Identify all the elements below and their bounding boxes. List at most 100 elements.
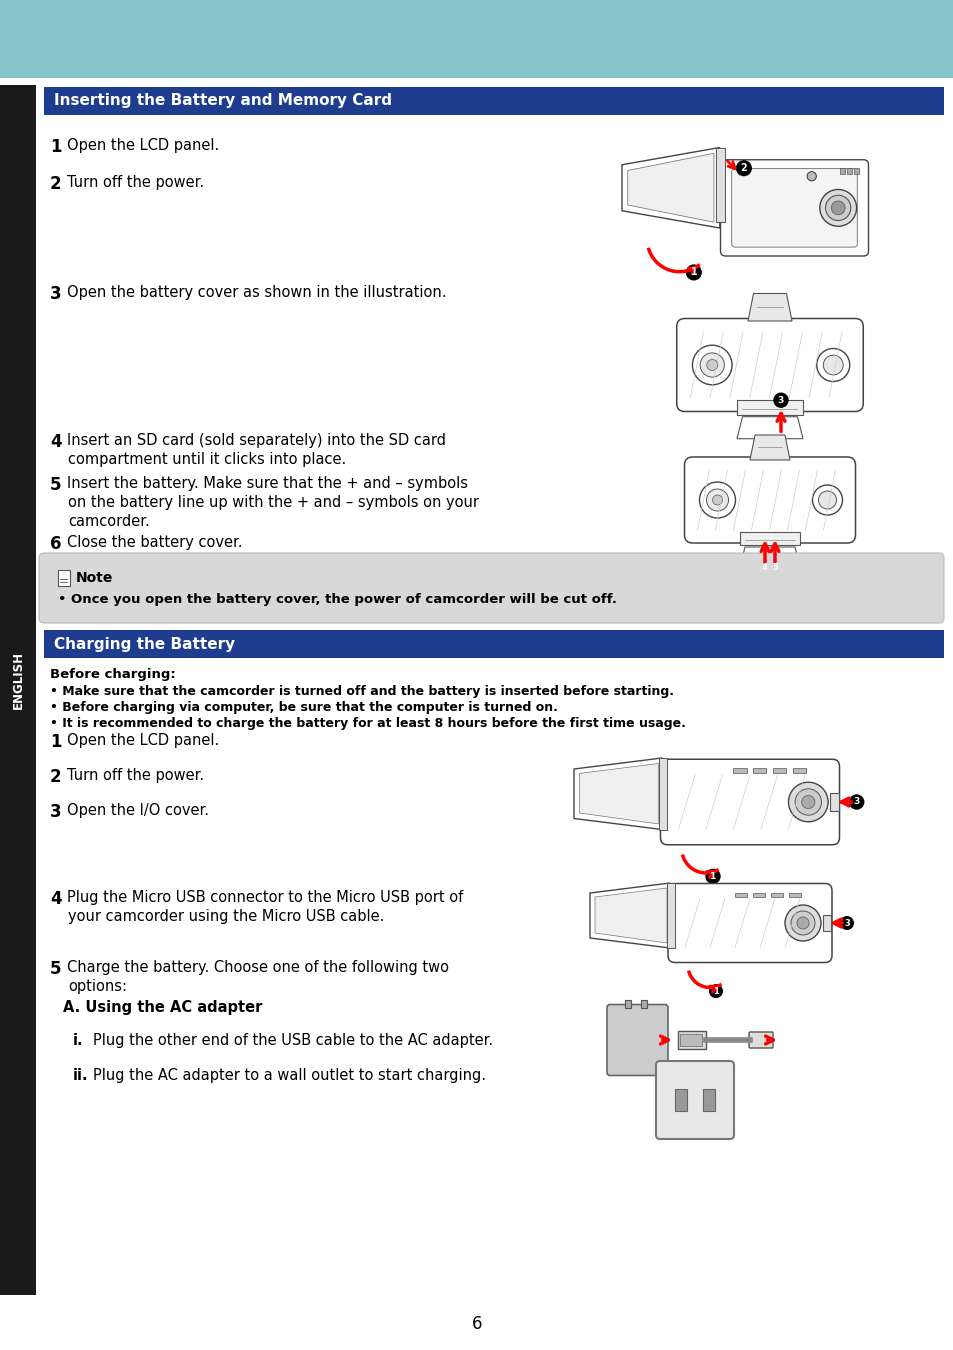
Bar bbox=[788, 892, 801, 896]
Circle shape bbox=[699, 482, 735, 518]
Bar bbox=[752, 892, 764, 896]
Text: your camcorder using the Micro USB cable.: your camcorder using the Micro USB cable… bbox=[68, 909, 384, 923]
FancyBboxPatch shape bbox=[659, 759, 839, 845]
Bar bbox=[829, 794, 839, 811]
Bar bbox=[679, 1034, 701, 1046]
Circle shape bbox=[806, 171, 816, 181]
Polygon shape bbox=[747, 293, 791, 321]
Text: 1: 1 bbox=[50, 138, 61, 157]
Text: options:: options: bbox=[68, 979, 127, 994]
Bar bbox=[840, 169, 844, 174]
Bar bbox=[666, 883, 675, 948]
Circle shape bbox=[784, 904, 821, 941]
Polygon shape bbox=[749, 435, 789, 460]
Text: 3: 3 bbox=[853, 798, 859, 806]
Text: Plug the AC adapter to a wall outlet to start charging.: Plug the AC adapter to a wall outlet to … bbox=[92, 1068, 485, 1083]
Text: 6: 6 bbox=[471, 1315, 482, 1332]
Text: 1: 1 bbox=[50, 733, 61, 751]
Text: i.: i. bbox=[73, 1033, 84, 1048]
Bar bbox=[822, 915, 830, 931]
Text: 5: 5 bbox=[50, 960, 61, 977]
Text: Charging the Battery: Charging the Battery bbox=[54, 636, 234, 652]
Polygon shape bbox=[627, 154, 713, 223]
Text: Inserting the Battery and Memory Card: Inserting the Battery and Memory Card bbox=[54, 93, 392, 108]
FancyBboxPatch shape bbox=[720, 159, 867, 256]
Text: Insert the battery. Make sure that the + and – symbols: Insert the battery. Make sure that the +… bbox=[67, 477, 468, 491]
Bar bbox=[716, 147, 724, 223]
Polygon shape bbox=[737, 417, 802, 439]
Polygon shape bbox=[595, 888, 666, 944]
Bar bbox=[44, 630, 943, 657]
Circle shape bbox=[824, 196, 850, 220]
Text: Plug the Micro USB connector to the Micro USB port of: Plug the Micro USB connector to the Micr… bbox=[67, 890, 463, 905]
Text: Plug the other end of the USB cable to the AC adapter.: Plug the other end of the USB cable to t… bbox=[92, 1033, 493, 1048]
Circle shape bbox=[830, 201, 844, 215]
Circle shape bbox=[790, 911, 814, 936]
Text: 4: 4 bbox=[761, 563, 767, 571]
Bar bbox=[0, 85, 36, 1295]
Text: 3: 3 bbox=[843, 918, 849, 927]
Circle shape bbox=[788, 782, 827, 822]
Text: 4: 4 bbox=[50, 433, 62, 451]
Text: Charge the battery. Choose one of the following two: Charge the battery. Choose one of the fo… bbox=[67, 960, 449, 975]
Polygon shape bbox=[578, 764, 658, 824]
Circle shape bbox=[758, 560, 771, 574]
Text: 2: 2 bbox=[50, 176, 62, 193]
Circle shape bbox=[700, 352, 723, 377]
Text: ENGLISH: ENGLISH bbox=[11, 651, 25, 709]
Circle shape bbox=[706, 359, 717, 370]
Bar bbox=[733, 768, 746, 772]
Bar bbox=[640, 999, 647, 1007]
Text: • It is recommended to charge the battery for at least 8 hours before the first : • It is recommended to charge the batter… bbox=[50, 717, 685, 730]
Circle shape bbox=[708, 984, 722, 998]
Circle shape bbox=[840, 917, 853, 930]
Bar bbox=[58, 570, 70, 586]
Bar bbox=[658, 757, 667, 829]
Text: 1: 1 bbox=[712, 987, 719, 995]
Circle shape bbox=[692, 346, 731, 385]
Text: ii.: ii. bbox=[73, 1068, 89, 1083]
FancyBboxPatch shape bbox=[676, 319, 862, 412]
Circle shape bbox=[794, 788, 821, 815]
Circle shape bbox=[706, 489, 728, 512]
Circle shape bbox=[735, 161, 751, 177]
Circle shape bbox=[773, 393, 788, 408]
Circle shape bbox=[822, 355, 842, 375]
Bar bbox=[678, 1031, 705, 1049]
Circle shape bbox=[816, 348, 849, 382]
Circle shape bbox=[796, 917, 808, 929]
FancyBboxPatch shape bbox=[39, 554, 943, 622]
Text: Open the battery cover as shown in the illustration.: Open the battery cover as shown in the i… bbox=[67, 285, 446, 300]
Text: Note: Note bbox=[76, 571, 113, 585]
Text: Open the I/O cover.: Open the I/O cover. bbox=[67, 803, 209, 818]
Text: • Before charging via computer, be sure that the computer is turned on.: • Before charging via computer, be sure … bbox=[50, 701, 558, 714]
Text: 1: 1 bbox=[709, 872, 716, 880]
Bar bbox=[770, 892, 782, 896]
Bar bbox=[772, 768, 785, 772]
FancyBboxPatch shape bbox=[748, 1031, 772, 1048]
FancyBboxPatch shape bbox=[731, 169, 857, 247]
Text: • Once you open the battery cover, the power of camcorder will be cut off.: • Once you open the battery cover, the p… bbox=[58, 593, 617, 606]
Circle shape bbox=[767, 560, 781, 574]
Circle shape bbox=[801, 795, 814, 809]
Text: camcorder.: camcorder. bbox=[68, 514, 150, 529]
Polygon shape bbox=[740, 547, 800, 567]
Text: 3: 3 bbox=[777, 396, 783, 405]
Text: 5: 5 bbox=[771, 563, 777, 571]
Text: Turn off the power.: Turn off the power. bbox=[67, 768, 204, 783]
Circle shape bbox=[704, 868, 720, 884]
Circle shape bbox=[812, 485, 841, 514]
Polygon shape bbox=[574, 757, 661, 829]
Text: Insert an SD card (sold separately) into the SD card: Insert an SD card (sold separately) into… bbox=[67, 433, 446, 448]
Bar bbox=[675, 1089, 686, 1111]
Polygon shape bbox=[589, 883, 669, 948]
Bar bbox=[846, 169, 851, 174]
Polygon shape bbox=[621, 147, 719, 228]
FancyBboxPatch shape bbox=[606, 1004, 667, 1076]
Bar bbox=[740, 532, 800, 545]
Text: 2: 2 bbox=[50, 768, 62, 786]
Circle shape bbox=[819, 189, 856, 227]
Text: on the battery line up with the + and – symbols on your: on the battery line up with the + and – … bbox=[68, 495, 478, 510]
Text: 4: 4 bbox=[50, 890, 62, 909]
Text: A. Using the AC adapter: A. Using the AC adapter bbox=[63, 1000, 262, 1015]
